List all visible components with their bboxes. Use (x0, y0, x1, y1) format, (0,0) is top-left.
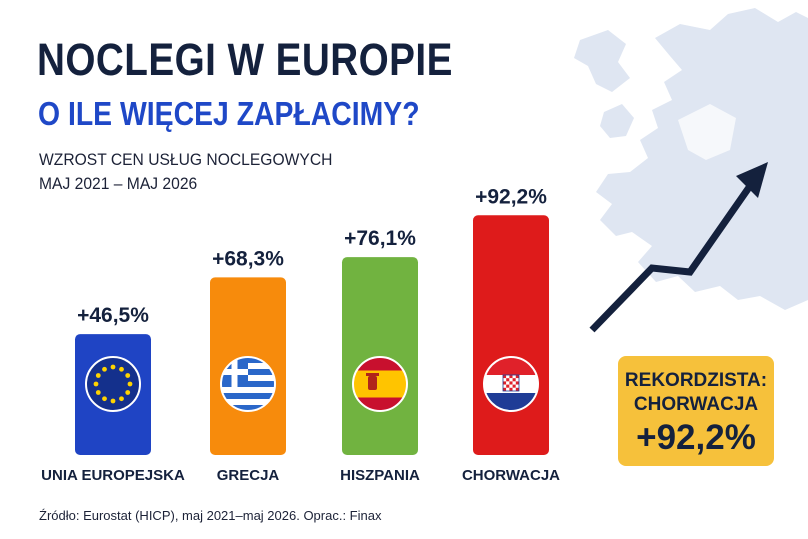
record-box: REKORDZISTA: CHORWACJA +92,2% (618, 356, 774, 466)
eu-flag-icon (85, 356, 141, 412)
greece-flag-icon (220, 356, 276, 412)
value-label: +92,2% (475, 185, 547, 208)
spain-flag-icon (352, 356, 408, 412)
record-value: +92,2% (636, 418, 756, 457)
chart-description-line2: MAJ 2021 – MAJ 2026 (39, 174, 198, 193)
source-note: Źródło: Eurostat (HICP), maj 2021–maj 20… (39, 508, 382, 523)
trend-up-arrow-icon (589, 162, 768, 333)
bar-4 (473, 215, 549, 455)
chart-description-line1: WZROST CEN USŁUG NOCLEGOWYCH (39, 150, 333, 169)
value-label: +76,1% (344, 227, 416, 250)
europe-map-icon (574, 8, 808, 310)
category-label: CHORWACJA (462, 467, 560, 484)
value-label: +46,5% (77, 304, 149, 327)
page-title: NOCLEGI W EUROPIE (37, 34, 453, 85)
value-label: +68,3% (212, 247, 284, 270)
category-label: HISZPANIA (340, 467, 420, 484)
record-label: REKORDZISTA: (624, 370, 768, 391)
record-country: CHORWACJA (633, 394, 759, 415)
category-label: GRECJA (217, 467, 280, 484)
category-label: UNIA EUROPEJSKA (41, 467, 185, 484)
page-subtitle: O ILE WIĘCEJ ZAPŁACIMY? (38, 95, 420, 132)
croatia-flag-icon (483, 356, 539, 412)
